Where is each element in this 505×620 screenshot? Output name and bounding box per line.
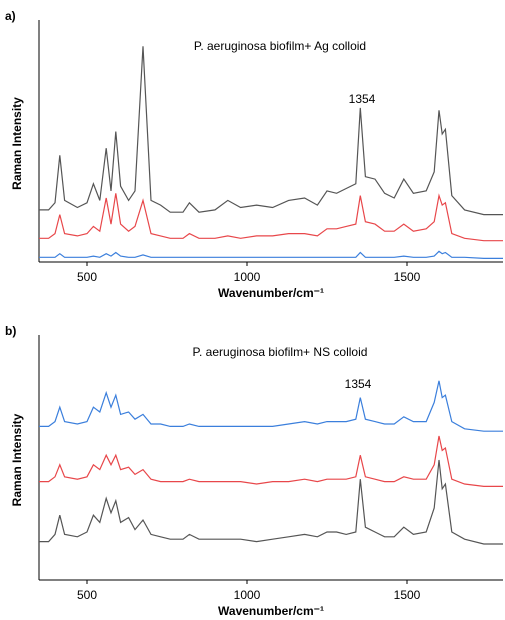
x-axis-title: Wavenumber/cm⁻¹ <box>218 604 324 615</box>
spectrum-line <box>39 46 503 216</box>
x-axis-title: Wavenumber/cm⁻¹ <box>218 286 324 300</box>
panel-label: b) <box>5 324 16 338</box>
spectrum-line <box>39 250 503 259</box>
x-tick-label: 1000 <box>234 270 261 284</box>
x-tick-label: 500 <box>77 588 97 602</box>
spectrum-line <box>39 380 503 432</box>
annotation: 1354 <box>345 377 372 391</box>
x-tick-label: 1000 <box>234 588 261 602</box>
y-axis-title: Raman Intensity <box>10 97 24 190</box>
x-tick-label: 1500 <box>394 588 421 602</box>
spectrum-line <box>39 193 503 242</box>
annotation: 1354 <box>349 92 376 106</box>
y-axis-title: Raman Intensity <box>10 413 24 506</box>
spectrum-line <box>39 435 503 487</box>
spectrum-line <box>39 459 503 545</box>
chart-title: P. aeruginosa biofilm+ NS colloid <box>193 345 368 359</box>
x-tick-label: 1500 <box>394 270 421 284</box>
chart-title: P. aeruginosa biofilm+ Ag colloid <box>194 39 366 53</box>
x-tick-label: 500 <box>77 270 97 284</box>
panel-label: a) <box>5 9 16 23</box>
